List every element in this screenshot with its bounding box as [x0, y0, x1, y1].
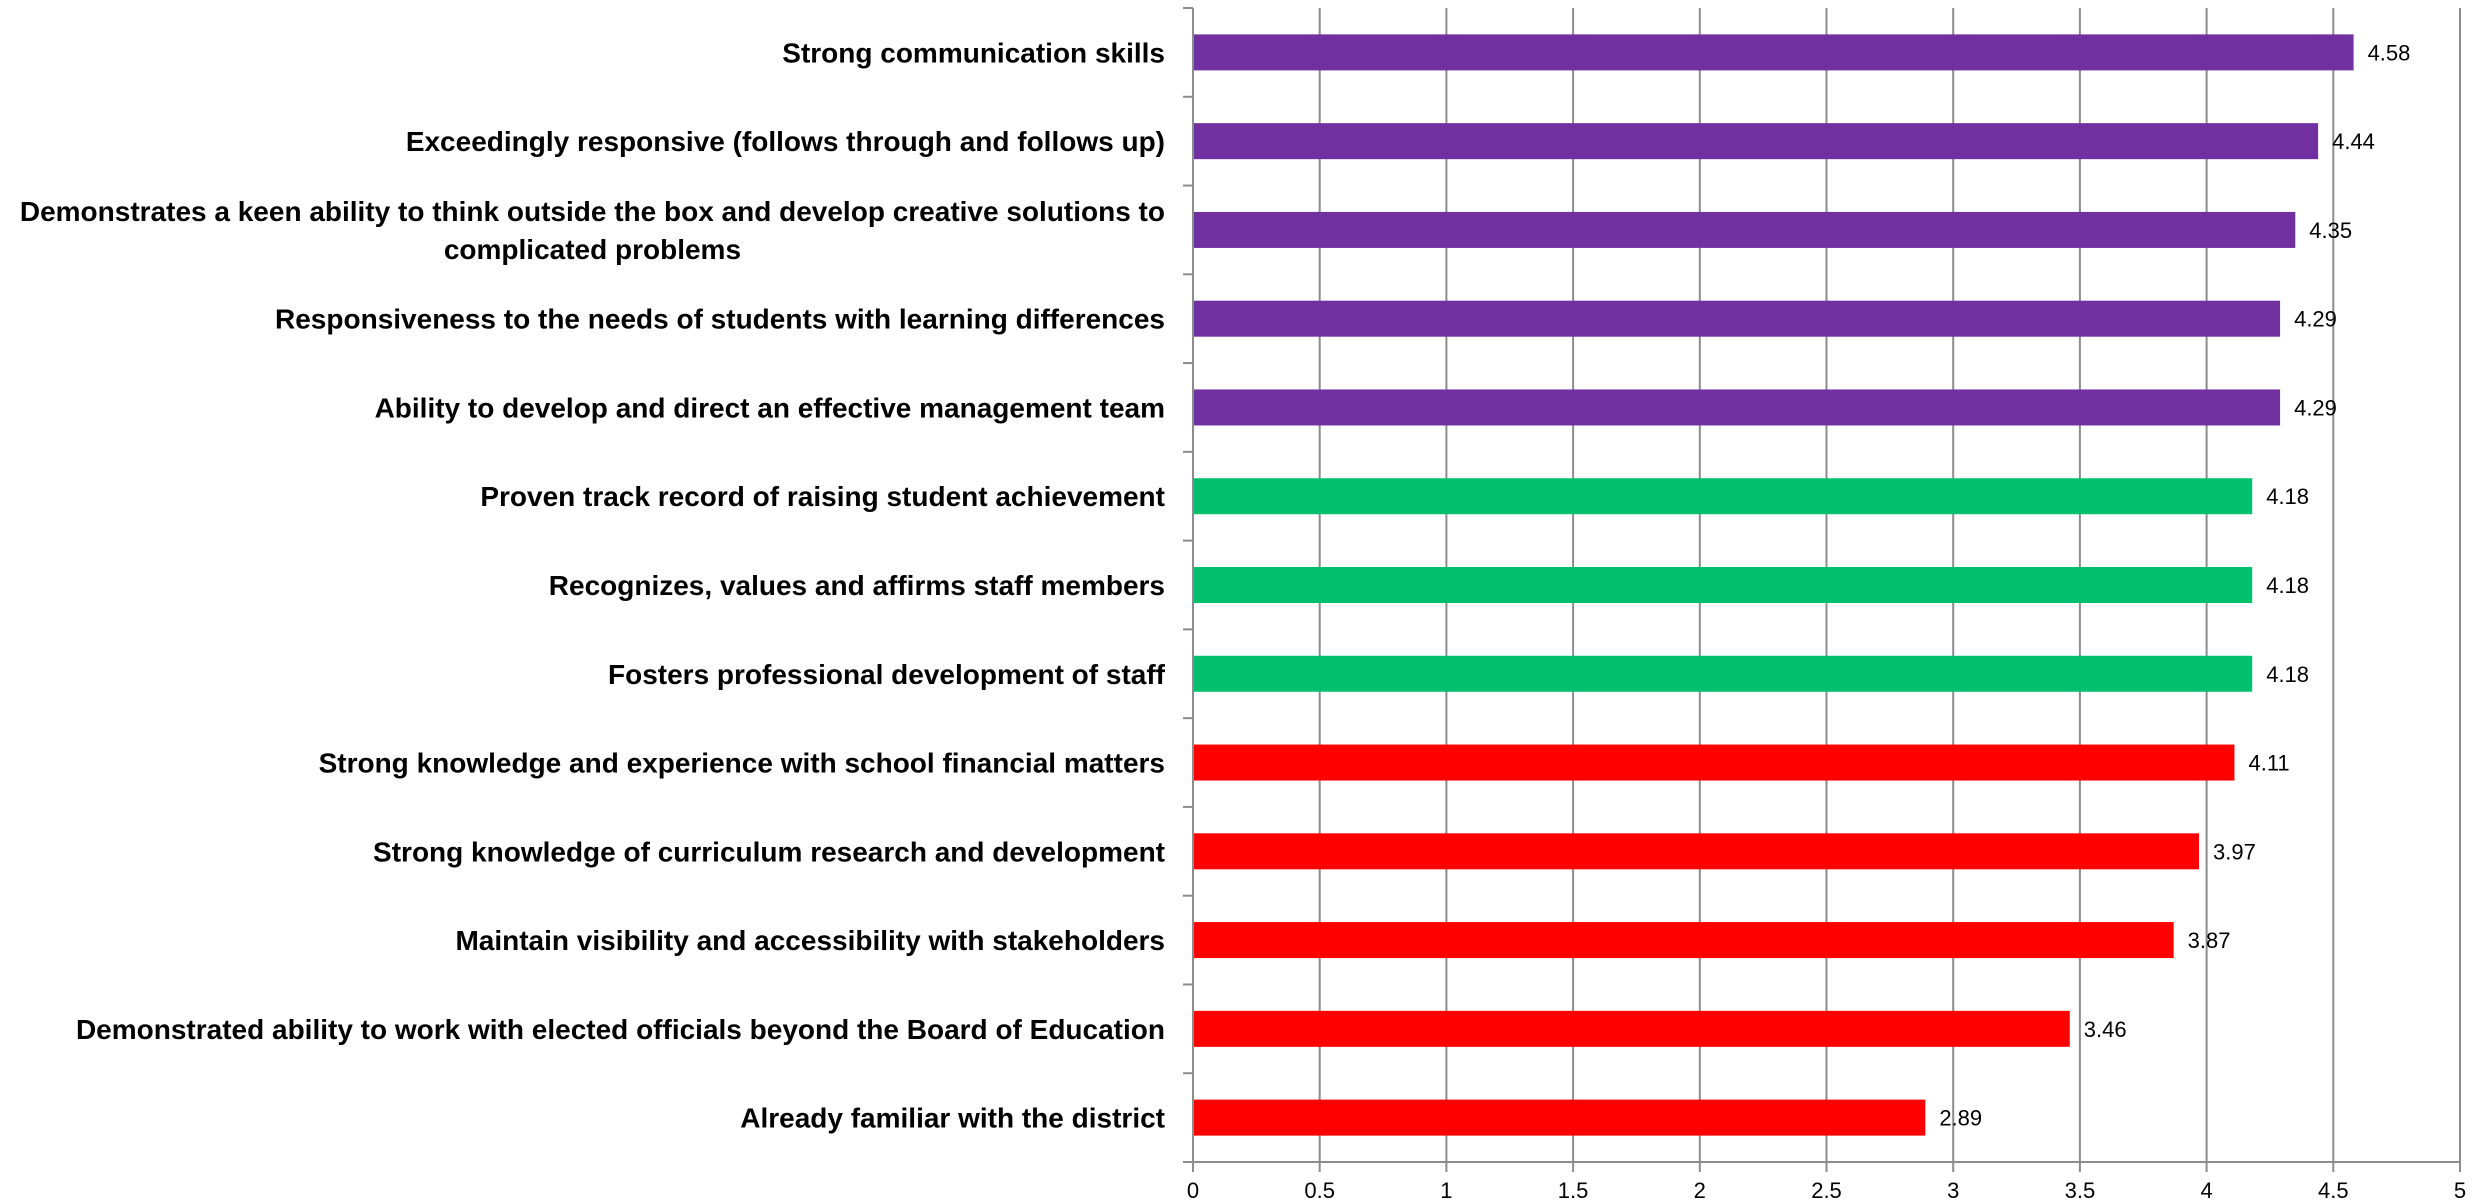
x-tick-label: 0.5	[1304, 1178, 1335, 1202]
data-label: 4.29	[2294, 307, 2337, 332]
data-label: 4.29	[2294, 395, 2337, 420]
data-label: 3.46	[2084, 1017, 2127, 1042]
bar	[1193, 211, 2296, 248]
bar	[1193, 389, 2281, 426]
bar	[1193, 744, 2235, 781]
category-label: Demonstrates a keen ability to think out…	[20, 196, 1165, 265]
bar	[1193, 300, 2281, 337]
x-tick-label: 0	[1187, 1178, 1199, 1202]
category-label: Demonstrated ability to work with electe…	[76, 1014, 1165, 1045]
axes	[1183, 7, 2461, 1172]
data-label: 4.35	[2309, 218, 2352, 243]
x-tick-label: 5	[2454, 1178, 2466, 1202]
category-label: Ability to develop and direct an effecti…	[375, 392, 1165, 423]
bar	[1193, 34, 2354, 71]
x-tick-label: 3.5	[2065, 1178, 2096, 1202]
bar	[1193, 1099, 1926, 1136]
data-label: 3.87	[2188, 928, 2231, 953]
category-label: Responsiveness to the needs of students …	[275, 304, 1165, 335]
bar	[1193, 123, 2319, 160]
bar	[1193, 478, 2253, 515]
category-label: Already familiar with the district	[740, 1103, 1165, 1134]
data-label: 2.89	[1939, 1106, 1982, 1131]
x-tick-label: 4	[2200, 1178, 2212, 1202]
data-label: 4.11	[2248, 751, 2289, 776]
category-label: Proven track record of raising student a…	[480, 481, 1165, 512]
bars	[1193, 34, 2354, 1136]
x-tick-label: 3	[1947, 1178, 1959, 1202]
bar	[1193, 833, 2199, 870]
bar	[1193, 922, 2174, 959]
category-label: Fosters professional development of staf…	[608, 659, 1166, 690]
bar	[1193, 655, 2253, 692]
category-label: Exceedingly responsive (follows through …	[406, 126, 1165, 157]
data-label: 4.58	[2368, 40, 2411, 65]
data-label: 3.97	[2213, 839, 2256, 864]
x-tick-label: 2	[1694, 1178, 1706, 1202]
bar	[1193, 1010, 2070, 1047]
category-label: Recognizes, values and affirms staff mem…	[549, 570, 1165, 601]
data-label: 4.18	[2266, 484, 2309, 509]
x-tick-label: 2.5	[1811, 1178, 1842, 1202]
category-label: Maintain visibility and accessibility wi…	[455, 925, 1165, 956]
data-label: 4.18	[2266, 662, 2309, 687]
x-tick-label: 4.5	[2318, 1178, 2349, 1202]
category-label: Strong communication skills	[782, 37, 1165, 68]
x-tick-label: 1.5	[1558, 1178, 1589, 1202]
category-label: Strong knowledge and experience with sch…	[319, 748, 1165, 779]
data-label: 4.18	[2266, 573, 2309, 598]
category-label: Strong knowledge of curriculum research …	[373, 836, 1165, 867]
data-label: 4.44	[2332, 129, 2375, 154]
bar	[1193, 567, 2253, 603]
labels: 0 0.5 1 1.5 2 2.5 3 3.5 4 4.5 5 Strong communicatio…	[20, 37, 2466, 1202]
x-tick-label: 1	[1440, 1178, 1452, 1202]
